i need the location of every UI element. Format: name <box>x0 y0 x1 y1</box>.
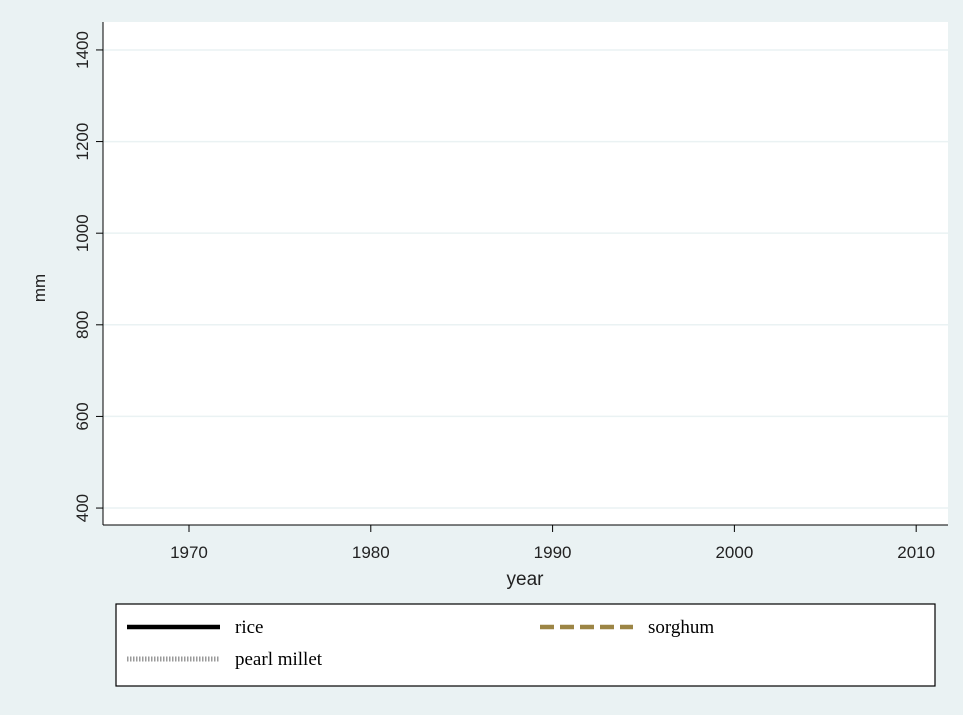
y-tick-label: 1400 <box>73 31 92 69</box>
y-tick-label: 800 <box>73 311 92 339</box>
y-tick-label: 1000 <box>73 214 92 252</box>
legend-label: pearl millet <box>235 649 323 670</box>
x-axis-label: year <box>507 569 545 590</box>
x-tick-label: 1990 <box>534 543 572 562</box>
y-tick-label: 600 <box>73 402 92 430</box>
y-axis-label: mm <box>30 274 49 302</box>
legend-label: rice <box>235 617 263 638</box>
x-tick-label: 2000 <box>715 543 753 562</box>
lines <box>103 49 948 509</box>
y-tick-label: 400 <box>73 494 92 522</box>
legend-label: sorghum <box>648 617 714 638</box>
x-tick-label: 1970 <box>170 543 208 562</box>
x-tick-label: 2010 <box>897 543 935 562</box>
legend <box>115 603 936 687</box>
plot-area <box>103 22 948 525</box>
y-tick-label: 1200 <box>73 123 92 161</box>
x-tick-label: 1980 <box>352 543 390 562</box>
